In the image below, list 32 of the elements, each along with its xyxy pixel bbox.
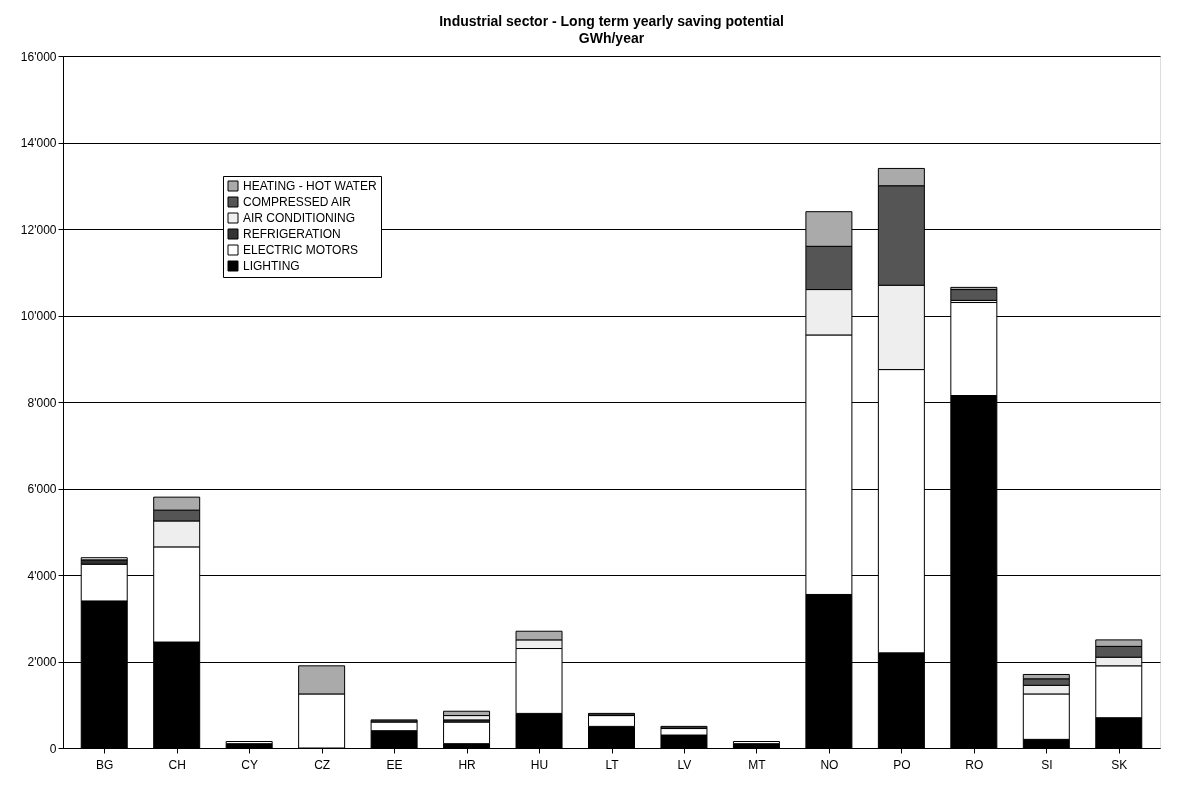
y-tick-label: 6'000	[27, 482, 57, 496]
x-tick-label: MT	[748, 757, 767, 772]
y-tick-label: 14'000	[20, 136, 57, 150]
x-tick-label: PO	[893, 757, 911, 772]
x-tick-label: SI	[1041, 757, 1053, 772]
y-tick-label: 8'000	[27, 395, 57, 410]
x-tick-label: CZ	[314, 757, 331, 772]
legend-label: ELECTRIC MOTORS	[243, 243, 359, 257]
legend-label: HEATING - HOT WATER	[243, 179, 377, 193]
x-tick-label: RO	[965, 757, 984, 772]
x-tick-label: NO	[820, 757, 839, 772]
x-tick-label: CY	[241, 757, 258, 772]
x-tick-label: CH	[168, 757, 186, 772]
legend-label: REFRIGERATION	[243, 227, 341, 241]
x-tick-label: SK	[1111, 757, 1128, 772]
y-tick-label: 10'000	[20, 309, 57, 323]
y-tick-label: 4'000	[27, 568, 57, 583]
y-tick-label: 12'000	[20, 222, 57, 237]
y-tick-label: 0	[49, 741, 57, 756]
x-tick-label: HU	[530, 757, 549, 772]
x-tick-label: BG	[96, 757, 114, 772]
legend-label: COMPRESSED AIR	[243, 195, 352, 209]
y-tick-label: 2'000	[27, 655, 57, 669]
chart-subtitle: GWh/year	[578, 30, 645, 46]
legend-label: AIR CONDITIONING	[243, 211, 356, 225]
x-tick-label: EE	[386, 757, 403, 772]
y-tick-label: 16'000	[20, 49, 57, 64]
legend-label: LIGHTING	[243, 259, 300, 273]
x-tick-label: LT	[605, 757, 620, 772]
chart-title: Industrial sector - Long term yearly saving potential	[439, 13, 784, 29]
x-tick-label: LV	[677, 757, 692, 772]
x-tick-label: HR	[458, 757, 477, 772]
